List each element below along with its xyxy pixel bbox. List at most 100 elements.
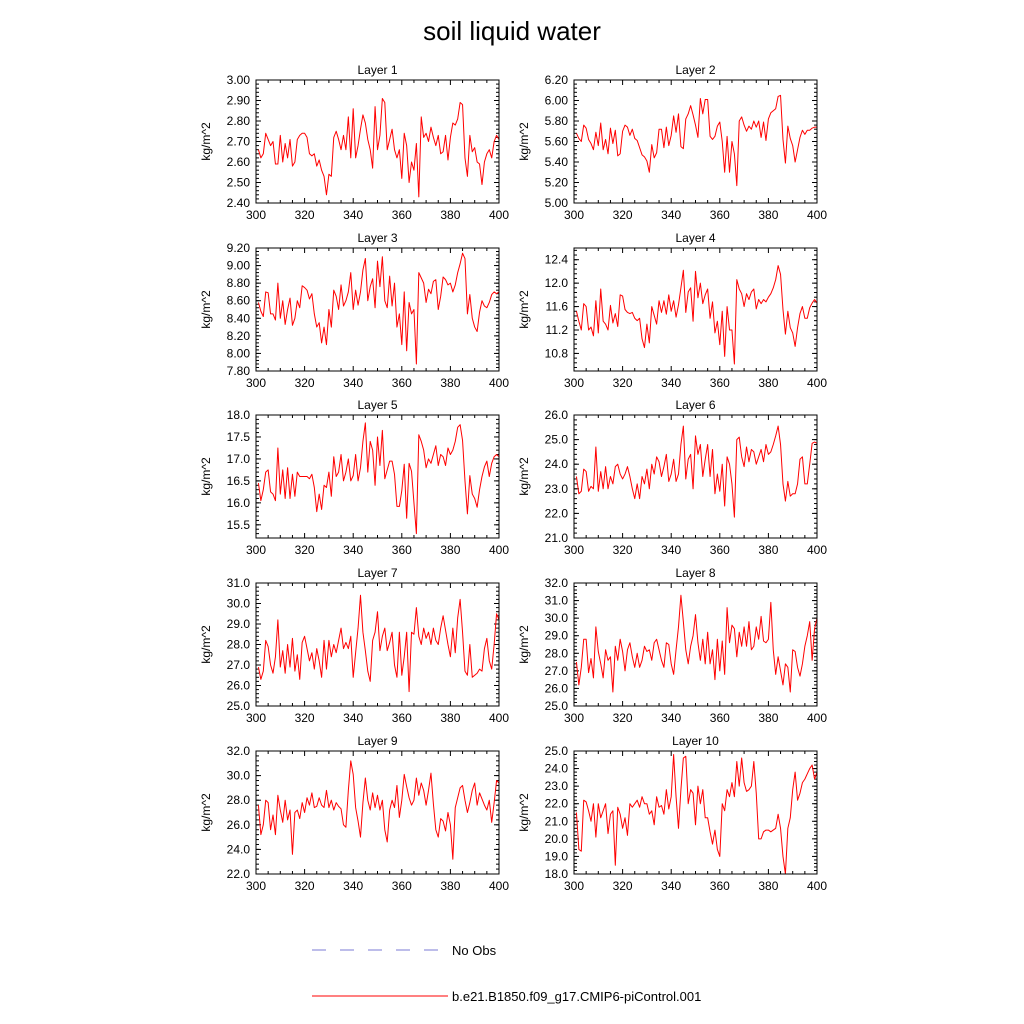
y-axis-label: kg/m^2 [517, 625, 531, 664]
x-tick-label: 340 [661, 543, 681, 557]
y-tick-label: 16.5 [227, 474, 251, 488]
y-tick-label: 24.0 [227, 842, 251, 856]
y-axis-label: kg/m^2 [199, 290, 213, 329]
panel-title: Layer 3 [357, 231, 397, 245]
x-tick-label: 400 [807, 543, 827, 557]
series-line-model [575, 94, 817, 187]
y-tick-label: 30.0 [227, 597, 251, 611]
y-tick-label: 31.0 [545, 594, 569, 608]
panel-layer-9: Layer 9 kg/m^2 300 320 340 360 380 400 22.0 24.0 2… [199, 734, 509, 893]
y-tick-label: 24.0 [545, 762, 569, 776]
series-line-model [257, 422, 499, 535]
y-tick-label: 26.0 [545, 681, 569, 695]
panels: Layer 1 kg/m^2 300 320 340 360 380 400 2.40 2.50 2… [199, 63, 827, 893]
y-axis-label: kg/m^2 [199, 793, 213, 832]
x-tick-label: 320 [295, 879, 315, 893]
panel-layer-3: Layer 3 kg/m^2 300 320 340 360 380 400 7.80 8.00 8… [199, 231, 509, 390]
x-tick-label: 380 [440, 711, 460, 725]
x-tick-label: 320 [613, 208, 633, 222]
y-tick-label: 22.0 [545, 506, 569, 520]
panel-title: Layer 1 [357, 63, 397, 77]
y-axis-label: kg/m^2 [517, 457, 531, 496]
y-tick-label: 21.0 [545, 814, 569, 828]
y-tick-label: 17.5 [227, 430, 251, 444]
panel-title: Layer 2 [675, 63, 715, 77]
y-tick-label: 22.0 [545, 797, 569, 811]
plot-frame [255, 247, 500, 372]
x-tick-label: 360 [710, 543, 730, 557]
series-line-model [575, 754, 817, 874]
x-tick-label: 340 [661, 879, 681, 893]
y-tick-label: 2.40 [227, 196, 251, 210]
y-tick-label: 26.0 [545, 408, 569, 422]
series-line-model [257, 760, 499, 860]
x-tick-label: 380 [758, 711, 778, 725]
x-tick-label: 340 [661, 376, 681, 390]
x-tick-label: 300 [564, 879, 584, 893]
x-tick-label: 360 [392, 543, 412, 557]
y-tick-label: 32.0 [545, 576, 569, 590]
y-tick-label: 30.0 [545, 611, 569, 625]
panel-title: Layer 7 [357, 566, 397, 580]
y-axis-label: kg/m^2 [517, 290, 531, 329]
panel-layer-1: Layer 1 kg/m^2 300 320 340 360 380 400 2.40 2.50 2… [199, 63, 509, 222]
y-tick-label: 7.80 [227, 364, 251, 378]
x-tick-label: 360 [710, 879, 730, 893]
y-tick-label: 27.0 [545, 664, 569, 678]
panel-layer-4: Layer 4 kg/m^2 300 320 340 360 380 400 10.8 11.2 1… [517, 231, 827, 390]
x-tick-label: 320 [295, 711, 315, 725]
y-axis-label: kg/m^2 [517, 122, 531, 161]
x-tick-label: 300 [246, 376, 266, 390]
panel-layer-8: Layer 8 kg/m^2 300 320 340 360 380 400 25.0 26.0 2… [517, 566, 827, 725]
plot-frame [573, 750, 818, 875]
x-tick-label: 400 [489, 543, 509, 557]
x-tick-label: 300 [246, 543, 266, 557]
x-tick-label: 360 [392, 879, 412, 893]
y-tick-label: 12.0 [545, 276, 569, 290]
y-tick-label: 2.60 [227, 155, 251, 169]
x-tick-label: 360 [392, 208, 412, 222]
x-tick-label: 320 [613, 376, 633, 390]
y-tick-label: 30.0 [227, 769, 251, 783]
panel-layer-5: Layer 5 kg/m^2 300 320 340 360 380 400 15.5 16.0 1… [199, 398, 509, 557]
plot-frame [255, 750, 500, 875]
y-tick-label: 8.00 [227, 346, 251, 360]
x-tick-label: 400 [489, 208, 509, 222]
series-line-model [257, 594, 499, 693]
y-tick-label: 32.0 [227, 744, 251, 758]
x-tick-label: 360 [710, 208, 730, 222]
x-tick-label: 300 [246, 879, 266, 893]
y-tick-label: 9.00 [227, 259, 251, 273]
y-tick-label: 5.80 [545, 114, 569, 128]
x-tick-label: 320 [295, 543, 315, 557]
x-tick-label: 300 [564, 208, 584, 222]
y-tick-label: 2.70 [227, 135, 251, 149]
y-tick-label: 26.0 [227, 679, 251, 693]
y-tick-label: 24.0 [545, 457, 569, 471]
x-tick-label: 380 [758, 376, 778, 390]
y-tick-label: 3.00 [227, 73, 251, 87]
x-tick-label: 380 [758, 879, 778, 893]
x-tick-label: 300 [564, 711, 584, 725]
x-tick-label: 320 [613, 543, 633, 557]
y-tick-label: 19.0 [545, 849, 569, 863]
x-tick-label: 340 [661, 208, 681, 222]
y-tick-label: 28.0 [545, 646, 569, 660]
x-tick-label: 360 [710, 711, 730, 725]
y-tick-label: 23.0 [545, 779, 569, 793]
y-tick-label: 8.20 [227, 329, 251, 343]
y-tick-label: 5.20 [545, 176, 569, 190]
y-tick-label: 12.4 [545, 253, 569, 267]
series-line-model [257, 252, 499, 365]
y-tick-label: 17.0 [227, 452, 251, 466]
figure-title: soil liquid water [423, 16, 601, 46]
x-tick-label: 320 [295, 208, 315, 222]
x-tick-label: 360 [710, 376, 730, 390]
plot-frame [573, 247, 818, 372]
x-tick-label: 380 [440, 208, 460, 222]
x-tick-label: 340 [343, 879, 363, 893]
x-tick-label: 300 [246, 208, 266, 222]
series-line-model [257, 97, 499, 198]
y-tick-label: 5.60 [545, 135, 569, 149]
